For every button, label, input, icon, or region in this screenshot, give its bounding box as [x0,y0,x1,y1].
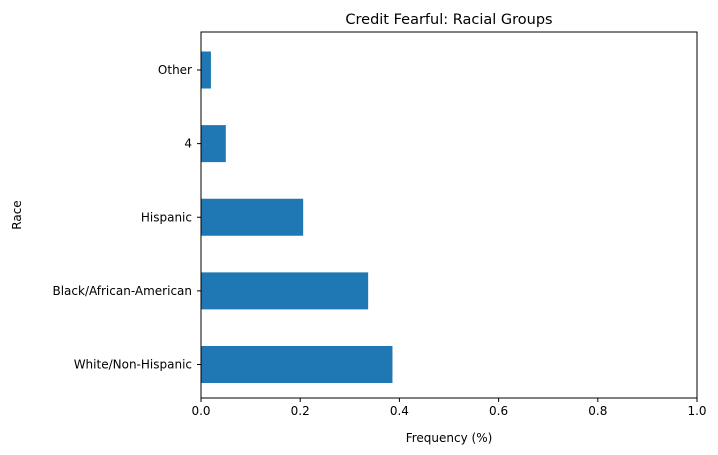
bar-4 [201,125,226,163]
x-tick-label: 0.2 [291,404,310,418]
x-tick-label: 0.8 [588,404,607,418]
x-tick-label: 1.0 [687,404,706,418]
y-axis-ticks: White/Non-Hispanic Black/African-American… [52,63,201,372]
x-tick-label: 0.0 [191,404,210,418]
y-tick-label: Black/African-American [52,284,192,298]
y-tick-label: Other [158,63,192,77]
y-tick-label: White/Non-Hispanic [74,358,192,372]
bars-layer [201,51,393,383]
y-tick-label: 4 [184,137,192,151]
y-axis-label: Race [10,200,24,229]
bar-other [201,51,211,89]
bar-black-african-american [201,272,369,310]
x-tick-label: 0.4 [390,404,409,418]
bar-hispanic [201,198,304,236]
plot-frame [200,31,698,399]
x-tick-label: 0.6 [489,404,508,418]
x-axis-ticks: 0.0 0.2 0.4 0.6 0.8 1.0 [191,398,707,418]
y-tick-label: Hispanic [141,210,192,224]
chart-title: Credit Fearful: Racial Groups [345,12,552,28]
x-axis-label: Frequency (%) [406,431,493,445]
bar-white-non-hispanic [201,346,393,383]
